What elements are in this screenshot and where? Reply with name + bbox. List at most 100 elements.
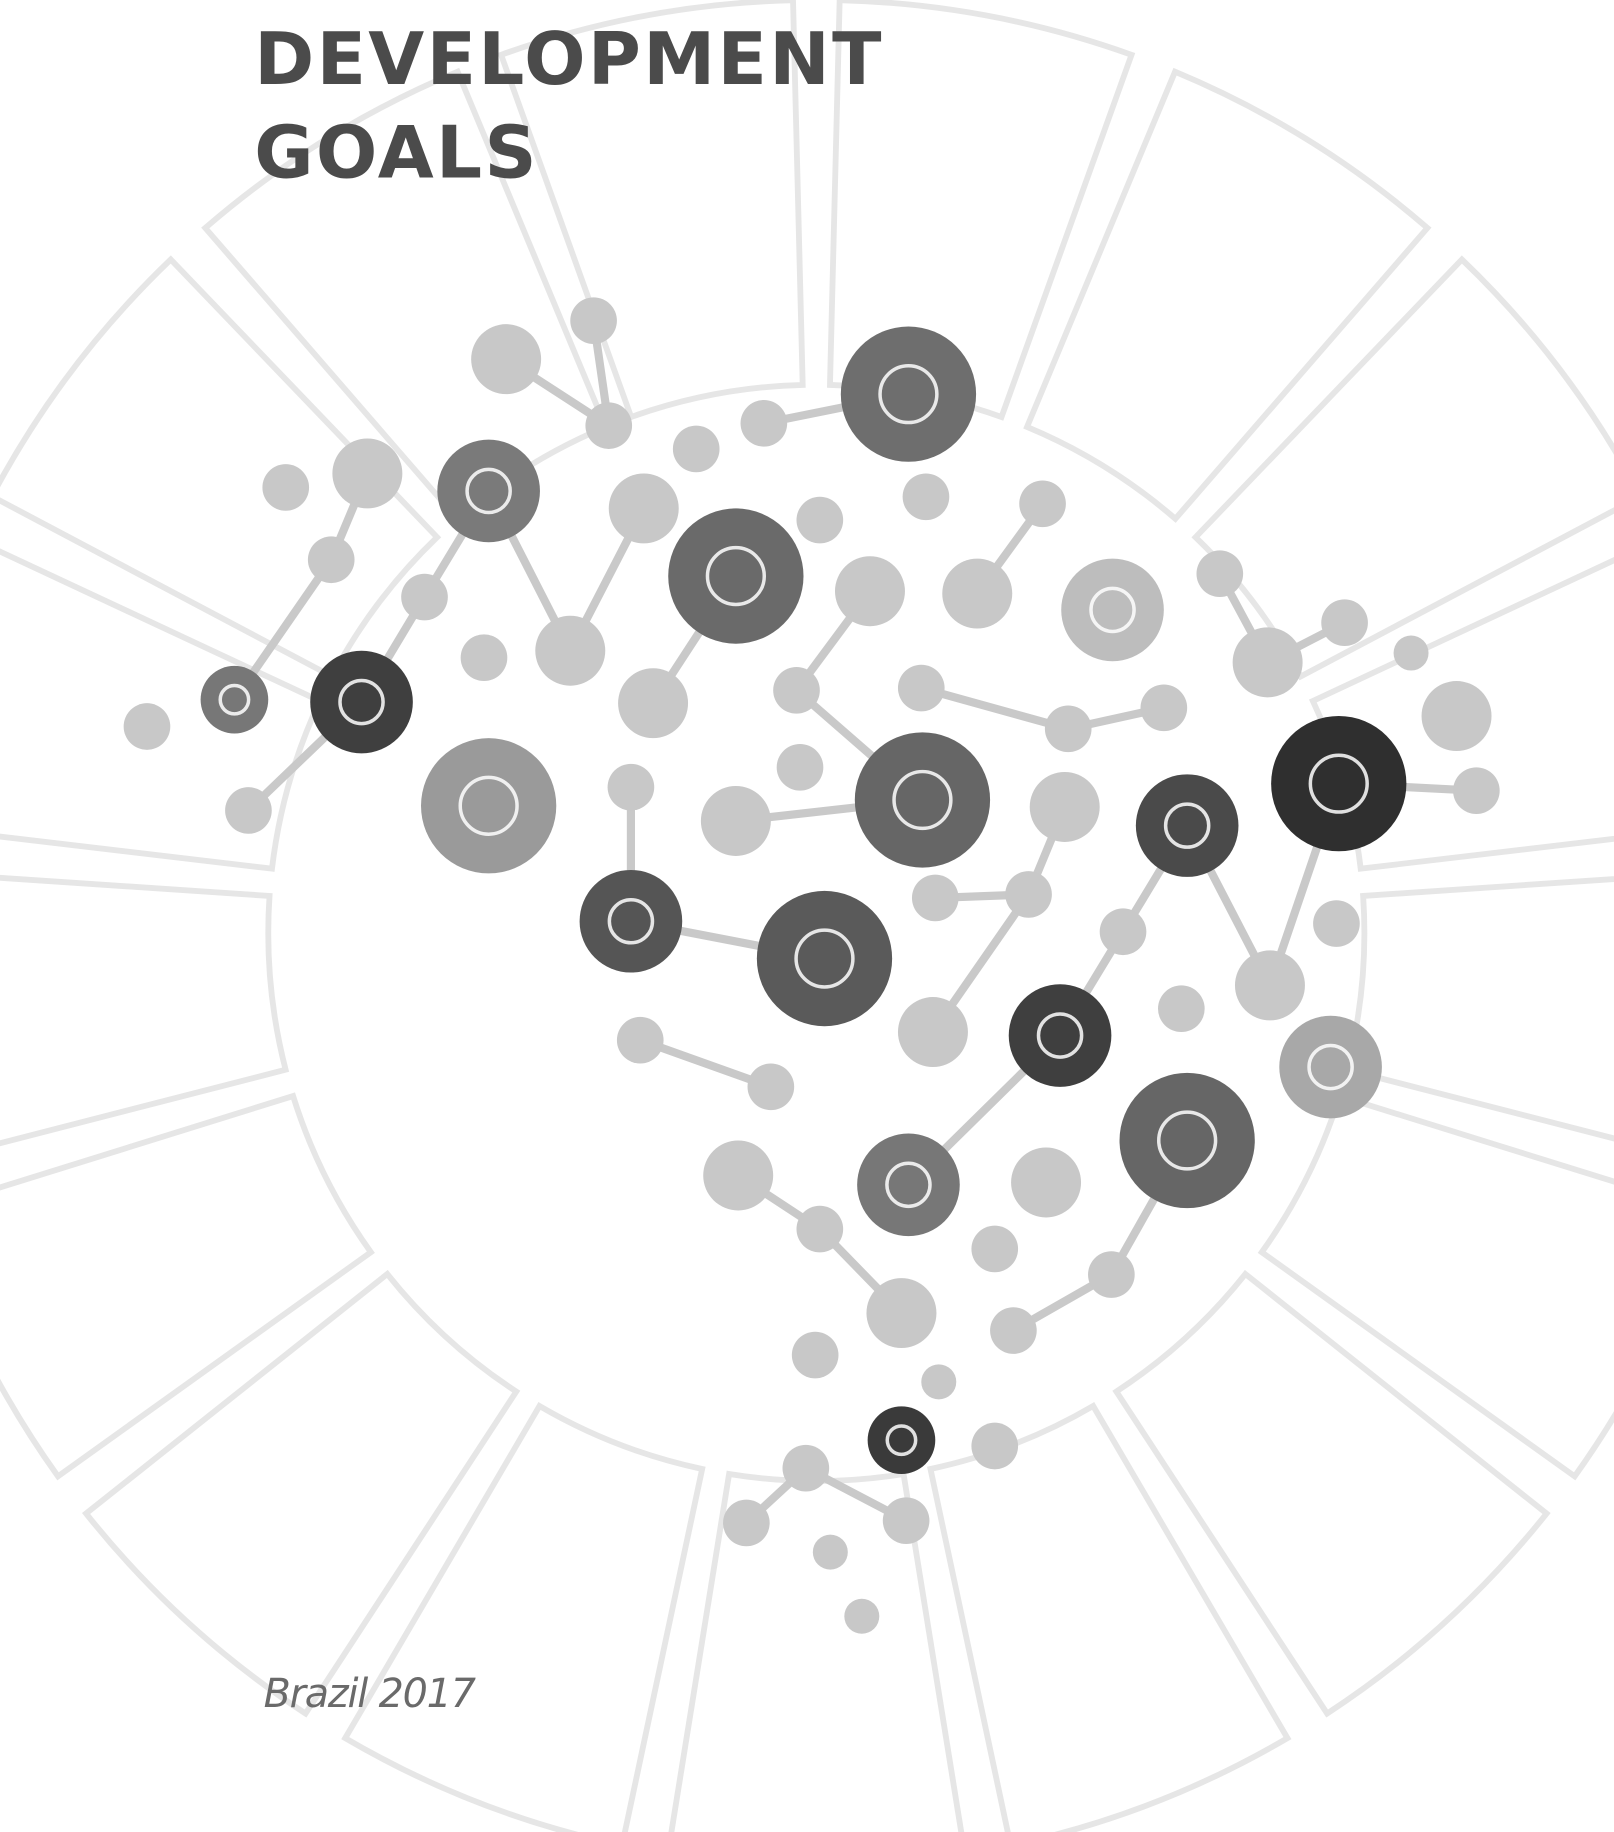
dot [1313, 900, 1360, 947]
dot [773, 667, 820, 714]
dot [1232, 627, 1303, 698]
dot [1321, 599, 1368, 647]
wheel-segment [341, 1402, 706, 1832]
dot [866, 1278, 937, 1349]
goal-icon [756, 890, 893, 1027]
dot [585, 402, 633, 449]
dot [1196, 550, 1244, 598]
dot [1393, 635, 1429, 671]
dot [897, 664, 945, 712]
dot [1088, 1251, 1135, 1298]
goal-icon-glyph [465, 467, 512, 515]
wheel-segment [0, 1092, 375, 1481]
goal-icon-glyph [794, 928, 855, 989]
goal-icon [310, 650, 413, 754]
goal-icon [857, 1133, 960, 1237]
goal-icon [840, 326, 977, 462]
dot [911, 874, 959, 922]
wheel-segment [0, 255, 442, 681]
wheel-segment [497, 0, 806, 421]
goal-icon-glyph [218, 683, 251, 716]
goal-icon-glyph [338, 678, 385, 726]
dot [844, 1598, 880, 1634]
dot [1158, 985, 1205, 1033]
goal-icon-glyph [1089, 586, 1136, 634]
goal-icon-glyph [885, 1424, 918, 1457]
goal-icon [854, 732, 991, 868]
goal-icon-glyph [892, 769, 953, 831]
dot [570, 297, 617, 345]
dot [262, 464, 310, 511]
dot [1019, 480, 1066, 528]
dot [921, 1364, 957, 1400]
dot [700, 785, 771, 856]
dot [616, 1016, 664, 1064]
dot [740, 399, 788, 447]
goal-icon-glyph [1308, 753, 1369, 814]
dot [401, 573, 448, 621]
goal-icon [200, 665, 269, 734]
dot [618, 668, 689, 739]
dot [225, 787, 272, 834]
dot [791, 1331, 839, 1379]
dot [607, 763, 655, 811]
wheel-segment [1343, 876, 1614, 1142]
dot [971, 1225, 1019, 1273]
goal-icon [1279, 1015, 1382, 1119]
dot [990, 1307, 1037, 1354]
dot [971, 1422, 1019, 1470]
wheel-segment [0, 548, 324, 872]
dot [332, 438, 403, 509]
link [920, 684, 1070, 733]
dot [796, 1205, 844, 1253]
wheel-segment [81, 1269, 521, 1718]
wheel-segment [0, 874, 290, 1147]
goal-icon [579, 869, 683, 973]
dot [776, 743, 824, 791]
dot [1421, 681, 1492, 751]
dot [834, 556, 905, 627]
dot [1234, 950, 1305, 1021]
dot [747, 1063, 795, 1111]
goal-icon [1119, 1072, 1255, 1209]
goal-icon [421, 738, 557, 874]
dot [812, 1534, 848, 1570]
goal-icon [668, 508, 804, 644]
title-line: GOALS [254, 111, 539, 195]
dot [1011, 1147, 1082, 1218]
dot [672, 425, 720, 473]
wheel-segment [1257, 1092, 1614, 1481]
goal-icon [1008, 984, 1112, 1087]
dot [942, 558, 1013, 629]
dots [123, 297, 1500, 1634]
dot [1044, 705, 1092, 753]
goal-icon [1135, 774, 1239, 877]
dot [460, 634, 508, 682]
dot [703, 1140, 774, 1211]
dot [608, 473, 679, 544]
goal-icon [1061, 558, 1164, 662]
goal-icon-glyph [1307, 1043, 1354, 1091]
dot [1005, 871, 1052, 918]
goal-icon-glyph [1163, 802, 1211, 849]
dot [471, 324, 542, 395]
footer-text: Brazil 2017 [264, 1671, 476, 1717]
title-line: DEVELOPMENT [254, 18, 883, 102]
goal-icon [867, 1406, 936, 1474]
icons [200, 326, 1407, 1474]
dot [723, 1499, 770, 1547]
dot [902, 473, 950, 521]
goal-icon-glyph [705, 545, 767, 607]
goal-icon-glyph [1157, 1110, 1218, 1171]
goal-icon-glyph [458, 775, 519, 836]
dot [882, 1497, 930, 1544]
wheel-segment [1023, 67, 1432, 523]
dot [1140, 684, 1188, 732]
dot [1029, 771, 1100, 842]
goal-icon-glyph [885, 1161, 932, 1209]
dot [1099, 908, 1147, 956]
goal-icon [1271, 716, 1407, 852]
dot [535, 615, 606, 686]
